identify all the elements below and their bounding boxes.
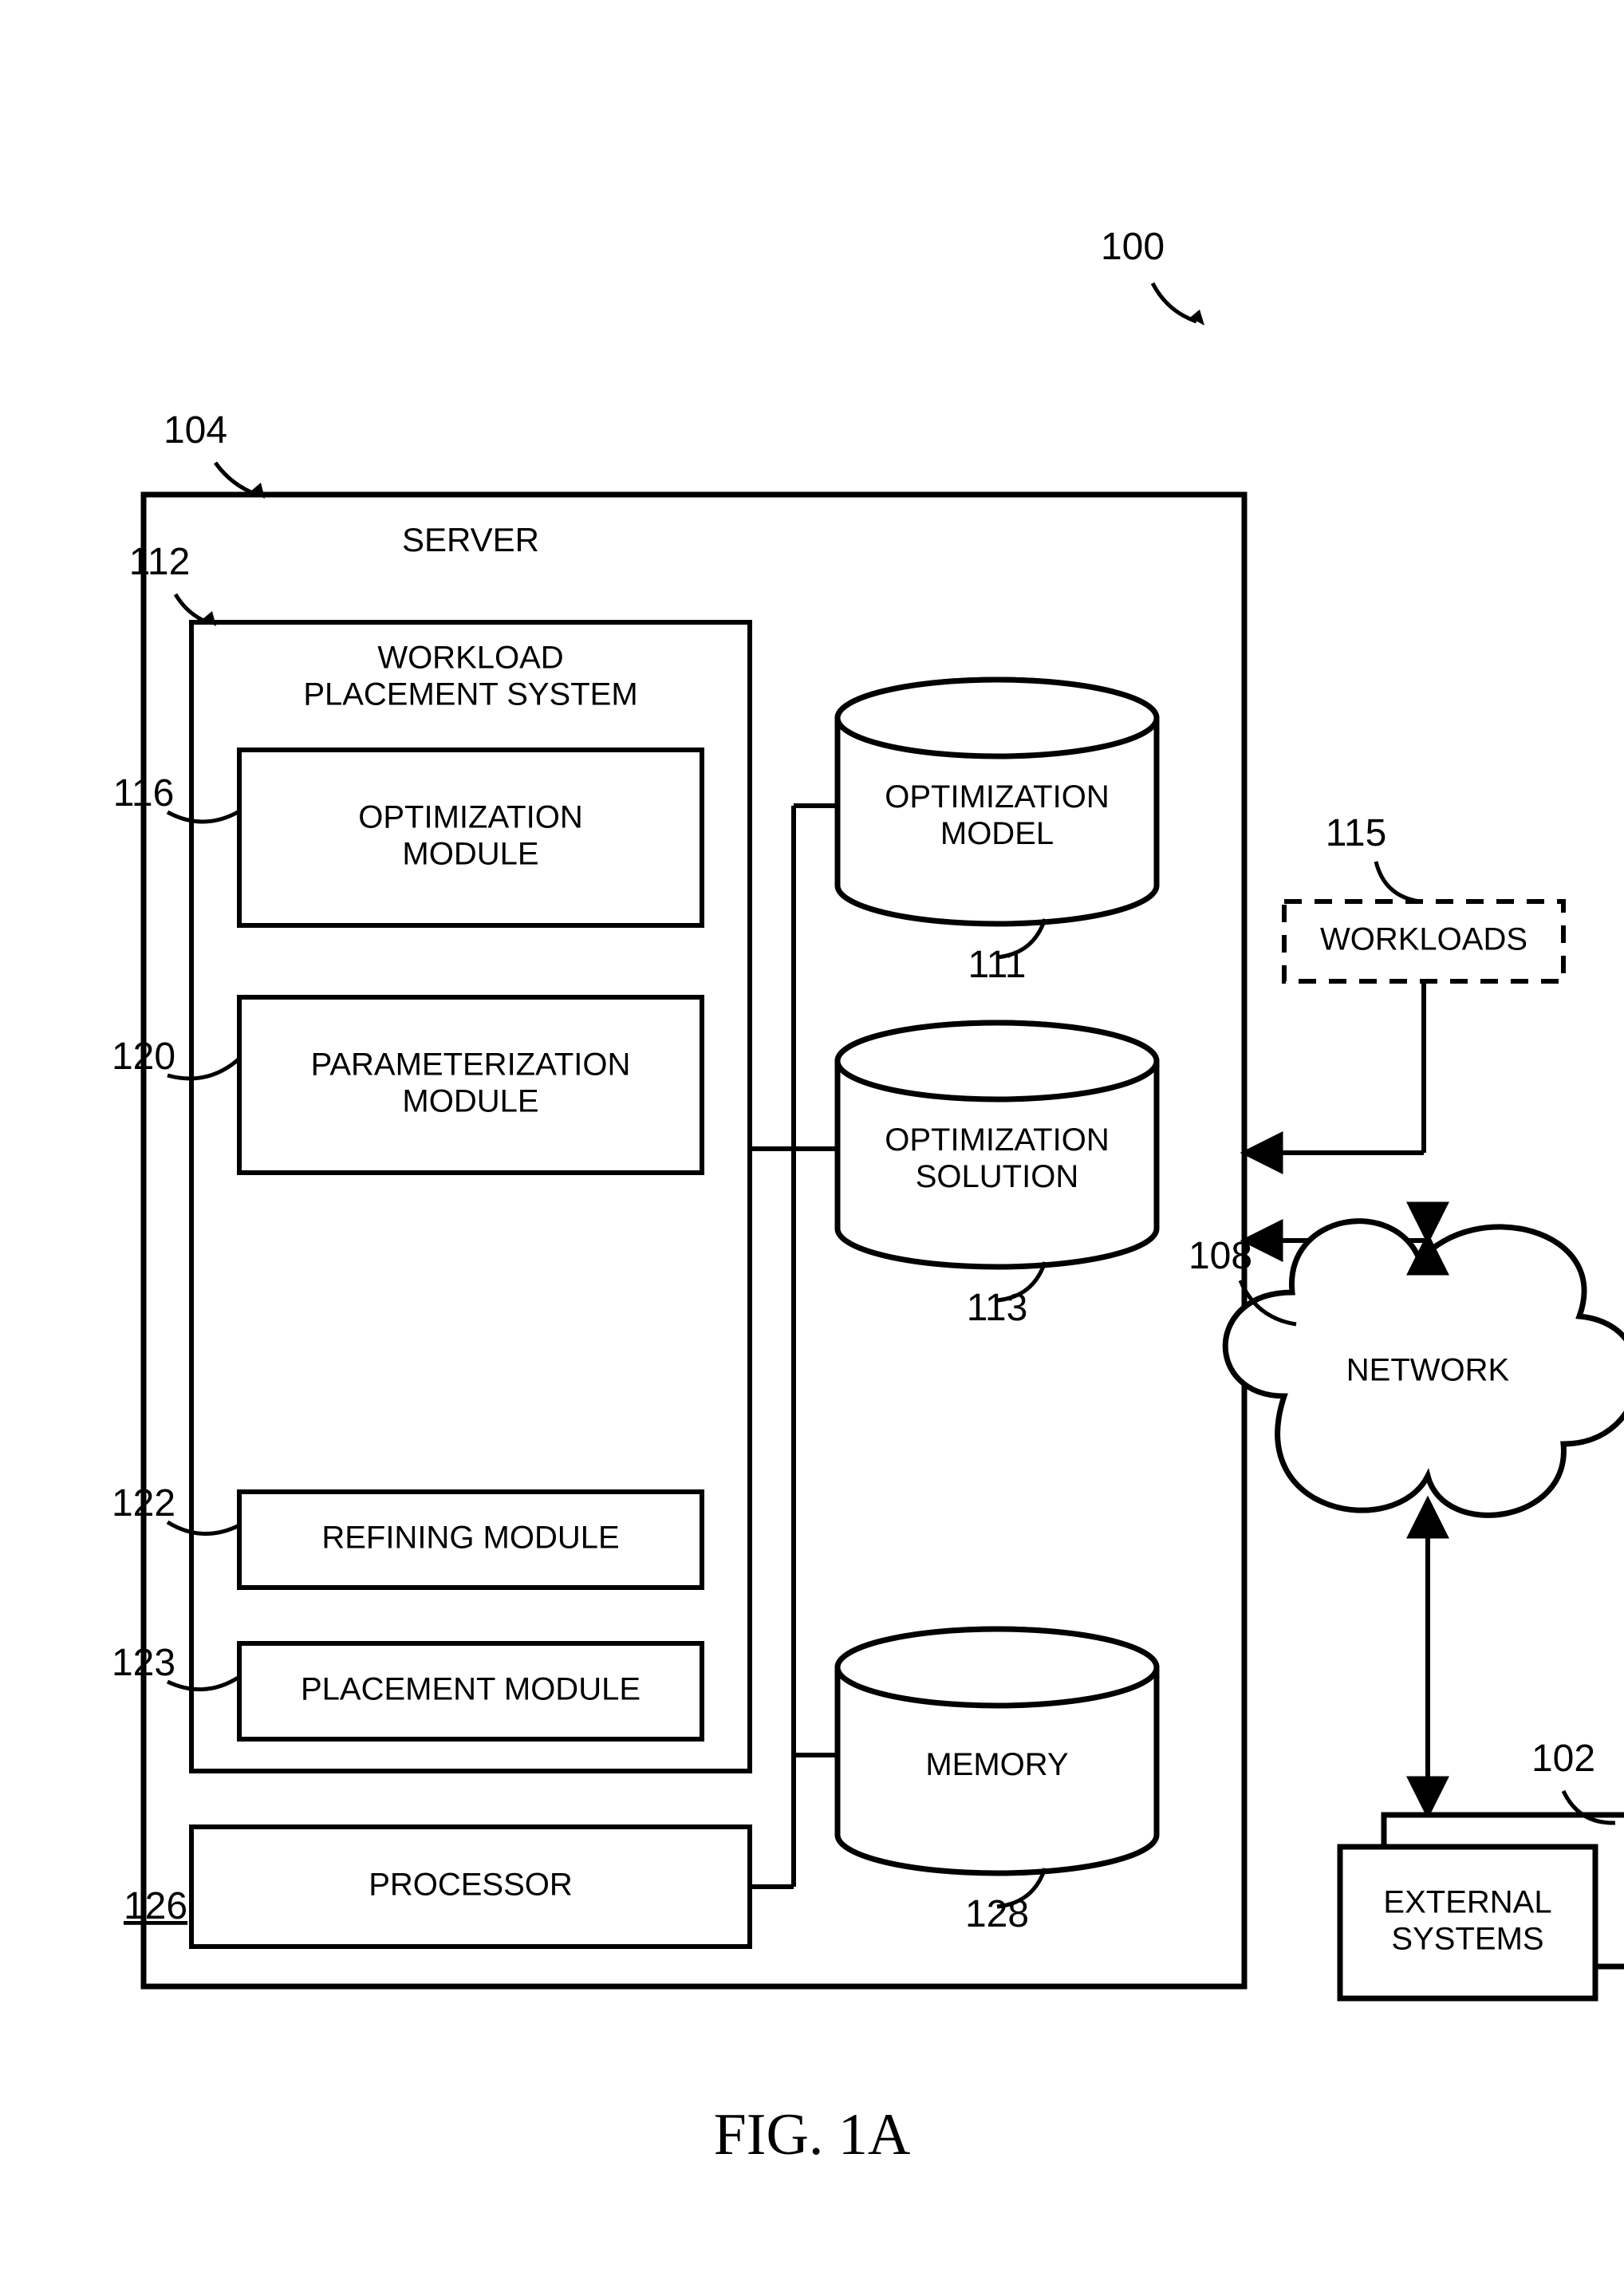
svg-text:MEMORY: MEMORY — [925, 1747, 1068, 1782]
svg-text:120: 120 — [112, 1035, 175, 1078]
svg-text:122: 122 — [112, 1482, 175, 1525]
svg-text:WORKLOAD: WORKLOAD — [377, 641, 563, 676]
svg-text:OPTIMIZATION: OPTIMIZATION — [885, 1122, 1109, 1158]
svg-text:EXTERNAL: EXTERNAL — [1383, 1885, 1551, 1920]
svg-text:SYSTEMS: SYSTEMS — [1391, 1922, 1543, 1957]
svg-text:116: 116 — [113, 772, 175, 815]
svg-text:126: 126 — [124, 1885, 187, 1927]
svg-text:112: 112 — [129, 541, 191, 583]
svg-text:MODULE: MODULE — [402, 1084, 538, 1119]
svg-text:100: 100 — [1101, 226, 1165, 268]
svg-text:102: 102 — [1531, 1738, 1595, 1780]
svg-text:FIG. 1A: FIG. 1A — [714, 2102, 911, 2168]
svg-text:SOLUTION: SOLUTION — [916, 1159, 1078, 1194]
svg-text:PARAMETERIZATION: PARAMETERIZATION — [311, 1047, 631, 1083]
svg-text:WORKLOADS: WORKLOADS — [1320, 922, 1527, 957]
svg-text:123: 123 — [112, 1642, 175, 1684]
svg-text:NETWORK: NETWORK — [1346, 1353, 1510, 1388]
svg-text:REFINING MODULE: REFINING MODULE — [321, 1521, 619, 1556]
svg-text:OPTIMIZATION: OPTIMIZATION — [358, 800, 582, 835]
svg-text:115: 115 — [1326, 812, 1387, 854]
svg-text:PROCESSOR: PROCESSOR — [369, 1868, 573, 1903]
svg-text:SERVER: SERVER — [402, 521, 539, 558]
svg-text:108: 108 — [1188, 1235, 1252, 1277]
svg-text:MODEL: MODEL — [940, 816, 1054, 851]
svg-text:PLACEMENT SYSTEM: PLACEMENT SYSTEM — [303, 677, 637, 712]
svg-text:MODULE: MODULE — [402, 837, 538, 872]
svg-text:PLACEMENT MODULE: PLACEMENT MODULE — [301, 1672, 641, 1707]
svg-text:104: 104 — [164, 409, 227, 452]
svg-text:OPTIMIZATION: OPTIMIZATION — [885, 779, 1109, 815]
